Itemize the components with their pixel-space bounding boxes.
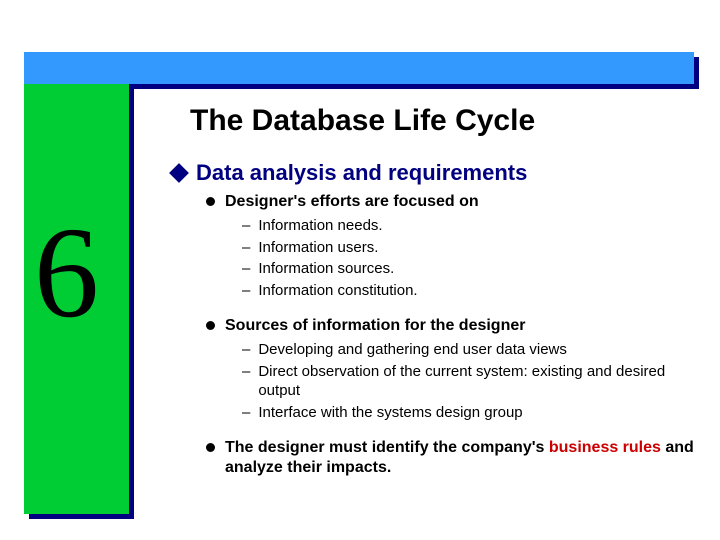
level2-item: Sources of information for the designer [206, 316, 696, 336]
header-bar-fill [24, 52, 694, 84]
diamond-bullet-icon [169, 163, 189, 183]
level1-item: Data analysis and requirements [172, 160, 696, 186]
level3-item: – Information users. [242, 238, 696, 258]
level3-text: Information users. [258, 238, 378, 258]
dash-bullet-icon: – [242, 259, 250, 279]
level3-item: – Information sources. [242, 259, 696, 279]
final-pre: The designer must identify the company's [225, 439, 549, 456]
level3-text: Direct observation of the current system… [258, 362, 696, 401]
dash-bullet-icon: – [242, 216, 250, 236]
level3-item: – Information constitution. [242, 281, 696, 301]
header-bar [24, 52, 694, 84]
level3-item: – Interface with the systems design grou… [242, 403, 696, 423]
level2-text: Sources of information for the designer [225, 316, 525, 336]
dash-bullet-icon: – [242, 362, 250, 382]
level3-text: Information constitution. [258, 281, 417, 301]
level3-item: – Information needs. [242, 216, 696, 236]
level3-text: Interface with the systems design group [258, 403, 522, 423]
slide-number: 6 [34, 198, 99, 348]
level1-text: Data analysis and requirements [196, 160, 527, 186]
level3-item: – Developing and gathering end user data… [242, 340, 696, 360]
dash-bullet-icon: – [242, 281, 250, 301]
circle-bullet-icon [206, 321, 215, 330]
dash-bullet-icon: – [242, 340, 250, 360]
final-highlight: business rules [549, 439, 661, 456]
circle-bullet-icon [206, 197, 215, 206]
level3-text: Information needs. [258, 216, 382, 236]
level2-item: Designer's efforts are focused on [206, 192, 696, 212]
level2-item: The designer must identify the company's… [206, 438, 696, 478]
circle-bullet-icon [206, 443, 215, 452]
level3-text: Information sources. [258, 259, 394, 279]
level2-text-final: The designer must identify the company's… [225, 438, 696, 478]
level3-text: Developing and gathering end user data v… [258, 340, 567, 360]
page-title: The Database Life Cycle [190, 104, 535, 138]
level2-text: Designer's efforts are focused on [225, 192, 479, 212]
dash-bullet-icon: – [242, 238, 250, 258]
dash-bullet-icon: – [242, 403, 250, 423]
level3-item: – Direct observation of the current syst… [242, 362, 696, 401]
content-area: Data analysis and requirements Designer'… [172, 160, 696, 482]
